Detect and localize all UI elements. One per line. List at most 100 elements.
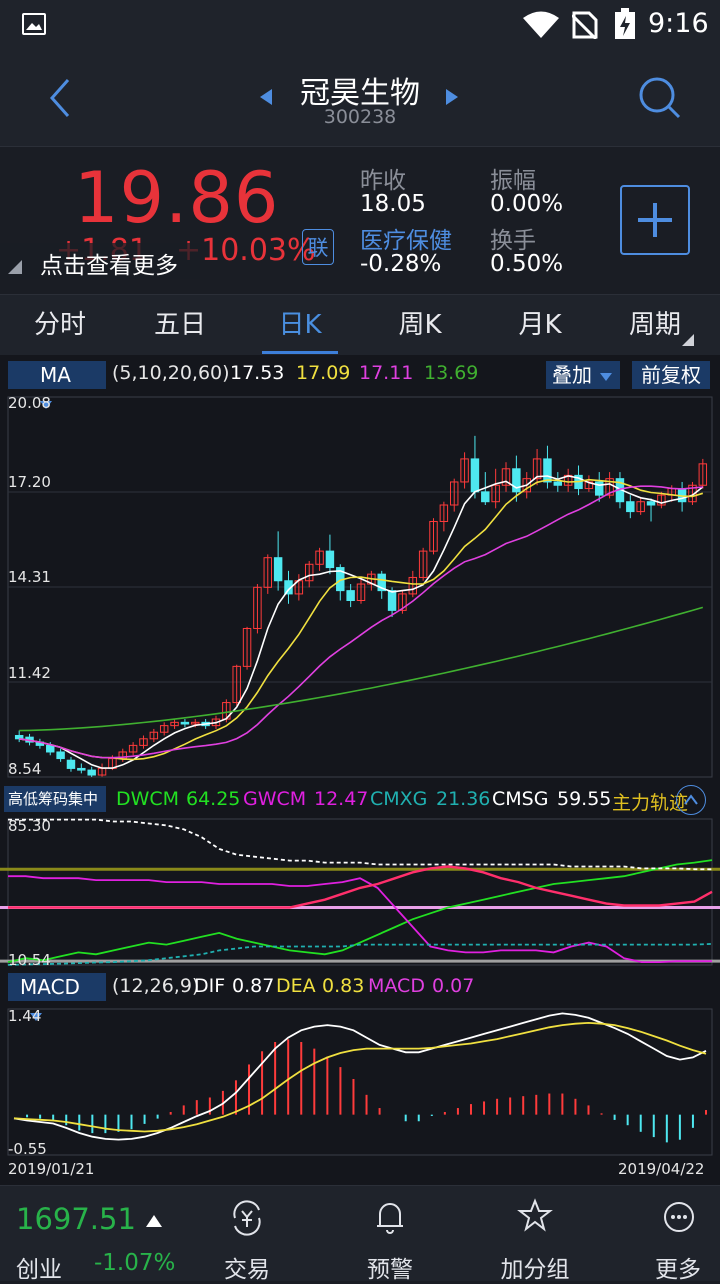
ma20-value: 17.11 bbox=[359, 362, 414, 384]
macd-params: (12,26,9) bbox=[112, 975, 200, 997]
candle-body bbox=[139, 738, 148, 746]
prev-stock-button[interactable] bbox=[258, 88, 274, 110]
period-tabs: 分时 五日 日K 周K 月K 周期 bbox=[0, 294, 720, 356]
nav-alert[interactable]: 预警 bbox=[340, 1186, 440, 1283]
chip-indicator-select[interactable]: 高低筹码集中 bbox=[4, 786, 106, 812]
gallery-icon bbox=[22, 13, 46, 35]
candle-body bbox=[263, 557, 273, 588]
quote-panel[interactable]: 19.86 +1.81 +10.03% 点击查看更多 联 昨收 18.05 医疗… bbox=[0, 147, 720, 293]
details-hint[interactable]: 点击查看更多 bbox=[40, 253, 178, 279]
turnover-label: 换手 bbox=[490, 228, 536, 254]
no-sim-icon bbox=[570, 11, 598, 43]
candle-body bbox=[646, 501, 656, 506]
candle-body bbox=[688, 484, 697, 503]
amplitude-value: 0.00% bbox=[490, 191, 564, 217]
chip-line-主力轨迹 bbox=[8, 865, 713, 909]
candle-body bbox=[253, 586, 262, 629]
search-button[interactable] bbox=[636, 74, 682, 120]
candle-body bbox=[159, 725, 169, 733]
date-end: 2019/04/22 bbox=[618, 1160, 705, 1178]
main-force-label: 主力轨迹 bbox=[612, 792, 689, 814]
price-axis-label: 20.08 bbox=[8, 394, 51, 412]
overlay-label: 叠加 bbox=[552, 363, 592, 387]
macd-indicator-label: MACD bbox=[20, 975, 80, 999]
price-axis-label: 8.54 bbox=[8, 760, 42, 778]
candle-body bbox=[315, 550, 324, 565]
tab-daily-k[interactable]: 日K bbox=[278, 310, 322, 340]
more-dots-icon bbox=[664, 1202, 694, 1232]
status-bar: 9:16 bbox=[0, 0, 720, 50]
nav-alert-label: 预警 bbox=[367, 1257, 413, 1283]
ma5-value: 17.53 bbox=[230, 362, 285, 384]
dropdown-caret-icon bbox=[30, 1012, 42, 1021]
search-icon bbox=[639, 77, 681, 119]
chip-axis-bottom: 10.54 bbox=[8, 951, 51, 969]
chart-area[interactable]: MA (5,10,20,60) 17.53 17.09 17.11 13.69 … bbox=[0, 355, 720, 1185]
cmsg-label: CMSG bbox=[492, 788, 549, 810]
arrows-icon bbox=[684, 794, 698, 805]
macd-indicator-select[interactable]: MACD bbox=[8, 973, 106, 1021]
next-stock-button[interactable] bbox=[444, 88, 460, 110]
add-watchlist-button[interactable] bbox=[620, 185, 690, 255]
dropdown-caret-icon bbox=[600, 372, 612, 381]
nav-add-group[interactable]: 加分组 bbox=[485, 1186, 585, 1283]
candle-body bbox=[284, 580, 293, 595]
candle-body bbox=[512, 468, 521, 493]
cmxg-value: 21.36 bbox=[436, 788, 491, 810]
candle-body bbox=[522, 478, 531, 493]
dif-label: DIF bbox=[194, 975, 226, 997]
candle-body bbox=[698, 463, 708, 486]
candle-body bbox=[325, 550, 335, 569]
triangle-up-icon bbox=[146, 1212, 162, 1231]
candle-body bbox=[460, 458, 469, 483]
ma-indicator-label: MA bbox=[40, 363, 71, 387]
tab-intraday[interactable]: 分时 bbox=[33, 310, 86, 340]
candle-body bbox=[595, 481, 604, 496]
candle-body bbox=[543, 458, 552, 483]
chip-indicator-chart[interactable] bbox=[0, 815, 720, 967]
candle-body bbox=[636, 501, 645, 513]
candle-body bbox=[87, 769, 96, 776]
indicator-help-button[interactable] bbox=[676, 785, 706, 815]
ma-indicator-select[interactable]: MA bbox=[8, 361, 106, 409]
candle-body bbox=[46, 744, 55, 753]
corner-triangle-icon bbox=[8, 259, 22, 278]
candle-body bbox=[242, 627, 252, 667]
tab-monthly-k[interactable]: 月K bbox=[518, 310, 562, 340]
tab-five-day[interactable]: 五日 bbox=[153, 310, 206, 340]
nav-trade-label: 交易 bbox=[224, 1257, 270, 1283]
candle-body bbox=[398, 593, 407, 611]
date-start: 2019/01/21 bbox=[8, 1160, 95, 1178]
tab-weekly-k[interactable]: 周K bbox=[398, 310, 442, 340]
candle-body bbox=[605, 478, 614, 496]
triangle-left-icon bbox=[260, 89, 272, 105]
candle-body bbox=[481, 491, 490, 503]
candle-body bbox=[170, 721, 179, 727]
index-ticker[interactable]: 1697.51 创业 -1.07% bbox=[0, 1186, 190, 1283]
dwcm-value: 64.25 bbox=[186, 788, 241, 810]
nav-more-label: 更多 bbox=[655, 1257, 701, 1283]
sector-link[interactable]: 医疗保健 bbox=[360, 228, 452, 254]
back-button[interactable] bbox=[40, 76, 80, 120]
hint-overlay[interactable] bbox=[0, 243, 200, 279]
candle-body bbox=[273, 557, 283, 582]
tab-period[interactable]: 周期 bbox=[628, 310, 681, 340]
adjust-button[interactable]: 前复权 bbox=[632, 361, 710, 389]
nav-more[interactable]: 更多 bbox=[628, 1186, 720, 1283]
bell-icon bbox=[377, 1203, 403, 1234]
macd-line-dif bbox=[13, 1012, 707, 1141]
candle-body bbox=[657, 494, 666, 506]
period-corner-icon bbox=[682, 331, 694, 350]
candlestick-chart[interactable] bbox=[0, 393, 720, 781]
candle-body bbox=[149, 731, 159, 740]
candle-body bbox=[191, 721, 200, 725]
macd-chart[interactable] bbox=[0, 1005, 720, 1157]
ma-params: (5,10,20,60) bbox=[112, 362, 230, 384]
ma-line-ma60 bbox=[19, 606, 704, 732]
nav-trade[interactable]: 交易 bbox=[197, 1186, 297, 1283]
index-name: 创业 bbox=[16, 1257, 62, 1283]
link-badge[interactable]: 联 bbox=[302, 229, 334, 265]
overlay-select[interactable]: 叠加 bbox=[546, 361, 620, 389]
stock-code: 300238 bbox=[323, 106, 397, 128]
turnover-value: 0.50% bbox=[490, 251, 564, 277]
